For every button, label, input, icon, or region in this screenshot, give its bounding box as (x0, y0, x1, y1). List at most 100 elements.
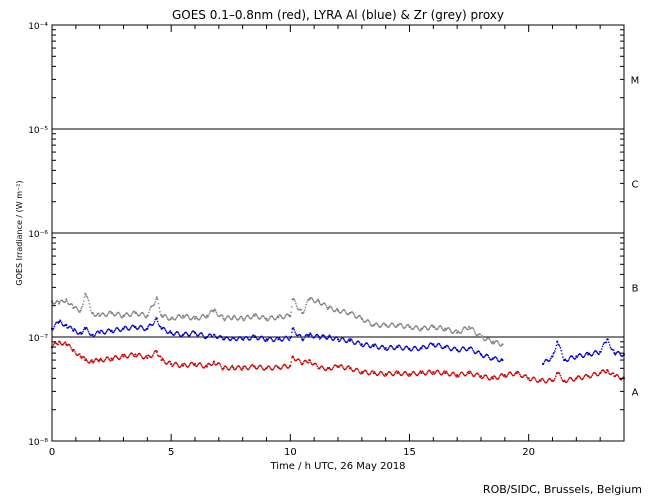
data-point (496, 340, 499, 343)
data-point (71, 304, 74, 306)
data-point (302, 362, 304, 365)
data-point (172, 364, 175, 366)
data-point (554, 375, 557, 378)
data-point (233, 336, 235, 339)
data-point (287, 314, 290, 317)
data-point (377, 373, 380, 376)
data-point (307, 361, 310, 364)
data-point (116, 356, 118, 359)
data-point (276, 316, 278, 319)
data-point (336, 307, 339, 310)
data-point (160, 314, 163, 317)
data-point (152, 322, 155, 325)
data-point (191, 362, 194, 364)
data-point (57, 300, 60, 303)
data-point (317, 300, 321, 303)
data-point (230, 338, 233, 340)
data-point (252, 334, 255, 337)
data-point (303, 309, 306, 311)
data-point (397, 370, 400, 373)
data-point (411, 372, 413, 374)
data-point (202, 334, 204, 336)
data-point (322, 367, 325, 370)
data-point (435, 345, 438, 347)
data-point (180, 364, 183, 367)
data-point (343, 339, 346, 341)
data-point (79, 353, 81, 355)
data-point (389, 371, 392, 374)
data-point (559, 374, 562, 377)
data-point (588, 352, 590, 354)
data-point (438, 372, 441, 375)
data-point (216, 313, 219, 316)
data-point (163, 359, 165, 362)
data-point (98, 358, 101, 362)
data-point (59, 340, 61, 343)
flare-class-label: M (631, 75, 640, 86)
data-point (362, 371, 365, 373)
data-point (199, 362, 202, 365)
data-point (183, 315, 186, 318)
data-point (196, 364, 199, 367)
data-point (206, 316, 209, 318)
data-point (290, 335, 292, 338)
y-tick-label: 10⁻⁸ (28, 438, 48, 448)
flare-class-labels: M C B A (631, 75, 640, 398)
y-tick-label: 10⁻⁴ (28, 22, 48, 32)
data-point (499, 374, 501, 377)
data-point (491, 340, 495, 343)
data-point (584, 354, 586, 356)
data-point (413, 371, 416, 373)
data-point (148, 308, 151, 311)
data-point (130, 314, 133, 316)
data-point (357, 370, 360, 372)
data-point (115, 313, 118, 315)
data-point (618, 377, 621, 379)
data-point (241, 315, 243, 318)
data-point (481, 336, 484, 339)
data-point (367, 343, 369, 346)
data-point (454, 347, 457, 349)
data-point (74, 351, 76, 353)
data-point (139, 313, 141, 316)
data-point (612, 349, 615, 351)
data-point (101, 330, 103, 332)
data-point (260, 316, 262, 319)
data-point (561, 379, 563, 381)
data-point (212, 360, 216, 363)
data-point (456, 331, 459, 334)
data-point (294, 300, 296, 303)
data-point (166, 316, 168, 319)
data-point (467, 325, 471, 329)
data-point (174, 332, 176, 335)
data-point (517, 370, 520, 373)
data-point (266, 339, 269, 342)
data-point (349, 366, 352, 369)
data-point (83, 356, 86, 359)
x-tick-label: 5 (168, 447, 174, 458)
data-point (491, 342, 493, 345)
data-point (363, 344, 366, 347)
data-point (477, 372, 479, 375)
data-point (417, 373, 420, 376)
data-point (272, 367, 275, 370)
data-point (255, 336, 257, 339)
data-point (455, 329, 458, 332)
data-point (164, 327, 166, 330)
data-point (260, 366, 263, 368)
data-point (331, 368, 334, 370)
data-point (411, 349, 413, 352)
data-point (152, 304, 155, 307)
data-point (586, 351, 589, 354)
data-point (383, 346, 385, 349)
data-point (440, 325, 443, 328)
data-point (526, 376, 528, 378)
data-point (293, 329, 296, 331)
data-point (382, 345, 385, 348)
data-point (391, 345, 393, 348)
data-point (212, 309, 216, 312)
data-point (193, 362, 197, 366)
data-point (232, 366, 235, 369)
data-point (569, 356, 571, 359)
data-point (117, 327, 119, 330)
